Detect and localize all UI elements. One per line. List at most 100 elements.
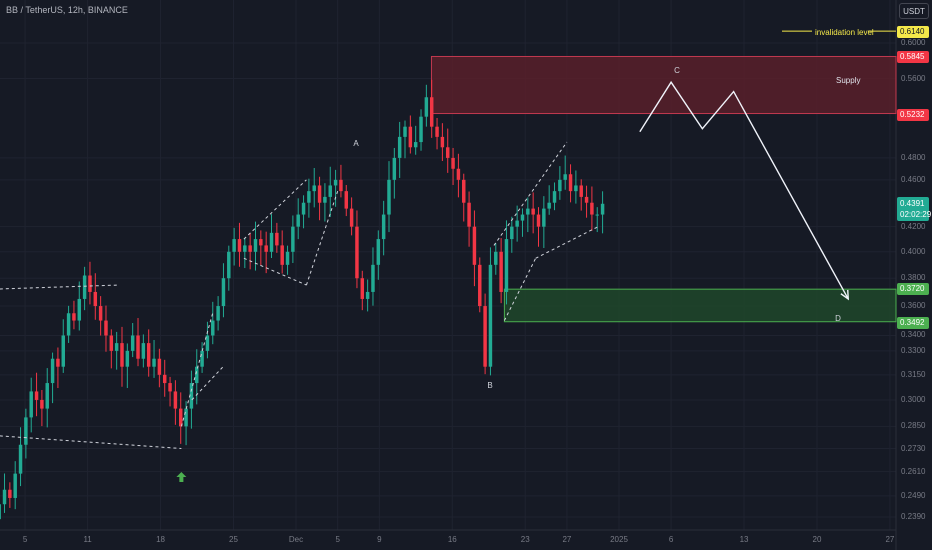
candle-body [408, 126, 413, 148]
currency-selector[interactable]: USDT [899, 3, 929, 19]
projected-path-arrowhead [840, 289, 850, 301]
pattern-dashed-line [243, 257, 307, 286]
candle-body [381, 214, 386, 240]
candle-body [323, 196, 327, 203]
candle-body [205, 335, 210, 351]
y-tick-label: 0.3000 [901, 394, 926, 404]
candle-body [403, 126, 407, 137]
y-tick-label: 0.2490 [901, 490, 926, 500]
candle-body [24, 417, 28, 445]
candle-body [472, 226, 477, 265]
candle-body [451, 157, 455, 169]
candle-body [296, 214, 300, 227]
candle-body [45, 383, 49, 409]
candle-body [317, 185, 322, 203]
candle-body [600, 203, 605, 215]
candle-body [0, 504, 1, 520]
candle-body [520, 214, 525, 221]
candle-body [253, 239, 258, 252]
projected-path [639, 80, 849, 300]
wave-label-a: A [353, 139, 359, 148]
candle-body [269, 232, 274, 252]
candle-body [200, 350, 204, 367]
candle-body [291, 226, 295, 252]
y-tick-label: 0.3150 [901, 369, 926, 379]
candle-body [18, 444, 23, 474]
candle-body [355, 226, 359, 279]
candle-body [531, 208, 535, 215]
candle-body [77, 298, 82, 321]
candle-body [301, 202, 306, 215]
x-tick-label: 16 [447, 535, 457, 544]
y-tick-label: 0.2610 [901, 466, 926, 476]
pattern-dashed-line [0, 284, 119, 290]
candle-body [136, 335, 140, 359]
buy-arrow-icon [176, 472, 187, 482]
candle-body [478, 264, 482, 307]
wave-label-b: B [487, 381, 493, 390]
candle-body [168, 383, 172, 392]
candle-body [590, 202, 594, 215]
y-tick-label: 0.4800 [901, 152, 926, 162]
candle-body [109, 335, 114, 351]
candle-body [429, 97, 434, 127]
y-tick-label: 0.3800 [901, 273, 926, 283]
candle-body [280, 245, 284, 265]
candle-body [146, 343, 151, 367]
candle-body [50, 358, 55, 384]
y-tick-label: 0.3600 [901, 301, 926, 311]
candle-body [98, 306, 103, 321]
y-tick-label: 0.3300 [901, 345, 926, 355]
chart-title: BB / TetherUS, 12h, BINANCE [6, 5, 128, 15]
candle-body [189, 383, 194, 409]
current-price: 0.4391 [900, 199, 925, 208]
candle-body [424, 97, 429, 117]
candle-body [392, 157, 397, 180]
wave-label-c: C [674, 66, 680, 75]
candle-body [435, 126, 439, 137]
candle-body [114, 343, 119, 351]
y-tick-label: 0.6000 [901, 38, 926, 47]
x-tick-label: Dec [288, 535, 304, 544]
candle-body [349, 208, 354, 227]
candle-body [397, 136, 402, 158]
candle-body [333, 179, 338, 186]
candle-body [467, 202, 471, 227]
candle-body [579, 185, 583, 197]
candle-body [462, 179, 466, 203]
invalidation-label: invalidation level [815, 28, 874, 37]
candle-body [178, 408, 183, 427]
candle-body [232, 239, 236, 252]
x-tick-label: 18 [156, 535, 165, 544]
candle-body [66, 313, 71, 336]
candle-body [173, 391, 178, 409]
candle-body [285, 251, 290, 265]
candle-body [216, 306, 220, 321]
candle-body [526, 208, 530, 215]
supply-top-price-tag: 0.5845 [897, 51, 929, 63]
y-tick-label: 0.4000 [901, 246, 926, 256]
candle-body [152, 358, 156, 367]
candle-body [365, 291, 370, 299]
candle-body [456, 168, 461, 180]
candle-body [510, 226, 514, 240]
candle-body [440, 136, 445, 148]
candle-body [312, 185, 316, 192]
candle-body [72, 313, 76, 321]
x-tick-label: 9 [377, 535, 382, 544]
pattern-dashed-line [305, 190, 339, 286]
x-tick-label: 25 [229, 535, 238, 544]
demand-zone [503, 288, 897, 323]
candle-body [104, 320, 108, 336]
candle-body [237, 239, 242, 252]
x-tick-label: 11 [83, 535, 92, 544]
supply-zone [430, 55, 897, 115]
candle-body [542, 208, 546, 227]
candle-body [40, 399, 44, 409]
candle-body [243, 245, 247, 252]
candle-body [2, 489, 7, 505]
candle-body [515, 220, 519, 227]
candle-body [82, 275, 87, 299]
y-tick-label: 0.4600 [901, 174, 926, 184]
